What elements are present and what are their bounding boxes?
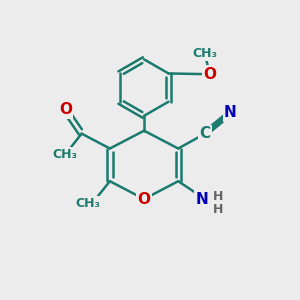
Text: O: O: [203, 67, 216, 82]
Text: CH₃: CH₃: [193, 47, 217, 60]
Text: N: N: [196, 191, 208, 206]
Text: O: O: [59, 102, 72, 117]
Text: CH₃: CH₃: [53, 148, 78, 161]
Text: N: N: [224, 105, 237, 120]
Text: C: C: [200, 126, 211, 141]
Text: H: H: [213, 203, 224, 216]
Text: O: O: [138, 191, 151, 206]
Text: CH₃: CH₃: [75, 197, 100, 210]
Text: H: H: [213, 190, 224, 202]
